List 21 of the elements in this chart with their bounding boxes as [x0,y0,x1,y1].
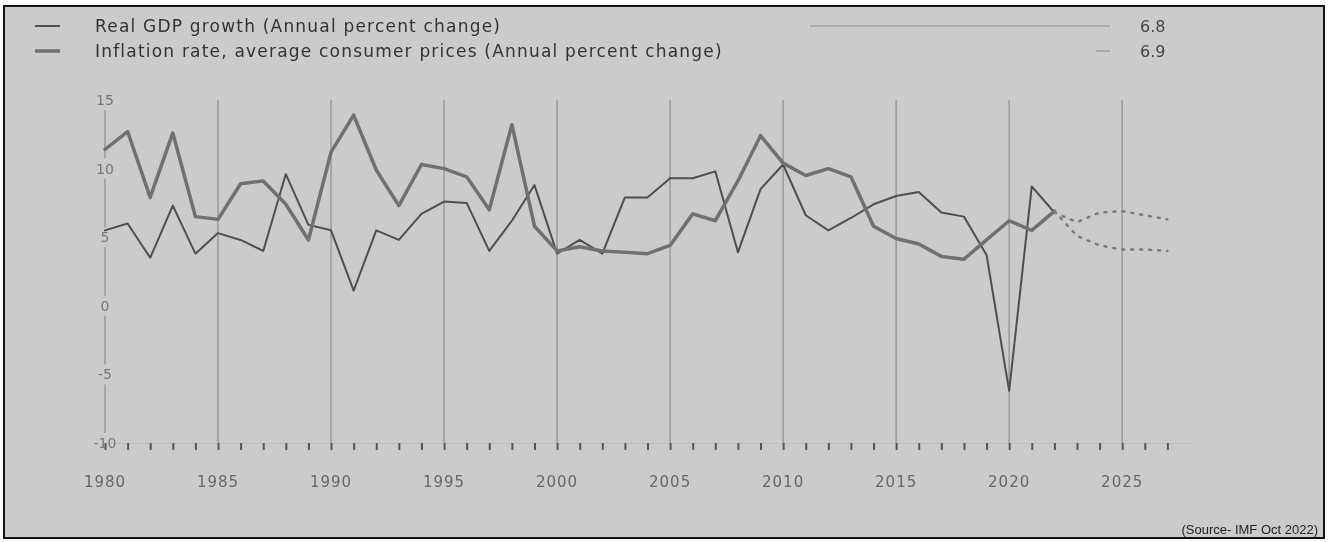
legend-label: Real GDP growth (Annual percent change) [95,15,502,36]
x-tick-label: 2025 [1101,473,1144,491]
y-tick-label: -5 [98,366,112,383]
y-tick-label: -10 [93,434,117,451]
y-tick-label: 0 [100,297,110,314]
y-tick-label: 10 [96,160,114,177]
x-tick-label: 2015 [875,473,918,491]
text: (Source- IMF Oct 2022) [1181,522,1318,537]
y-tick-label: 5 [100,229,110,246]
x-tick-label: 2000 [535,473,579,491]
x-tick-label: 2010 [762,473,805,491]
text: 6.9 [1140,41,1166,61]
legend-label: Inflation rate, average consumer prices (Annual percent change) [95,40,723,61]
x-tick-label: 1980 [83,473,127,491]
x-tick-label: 2020 [988,473,1031,491]
x-tick-label: 1990 [309,473,353,491]
x-tick-label: 1985 [196,473,240,491]
y-tick-label: 15 [96,91,114,108]
x-tick-label: 2005 [649,473,692,491]
text: 6.8 [1140,16,1166,36]
x-tick-label: 1995 [422,473,466,491]
